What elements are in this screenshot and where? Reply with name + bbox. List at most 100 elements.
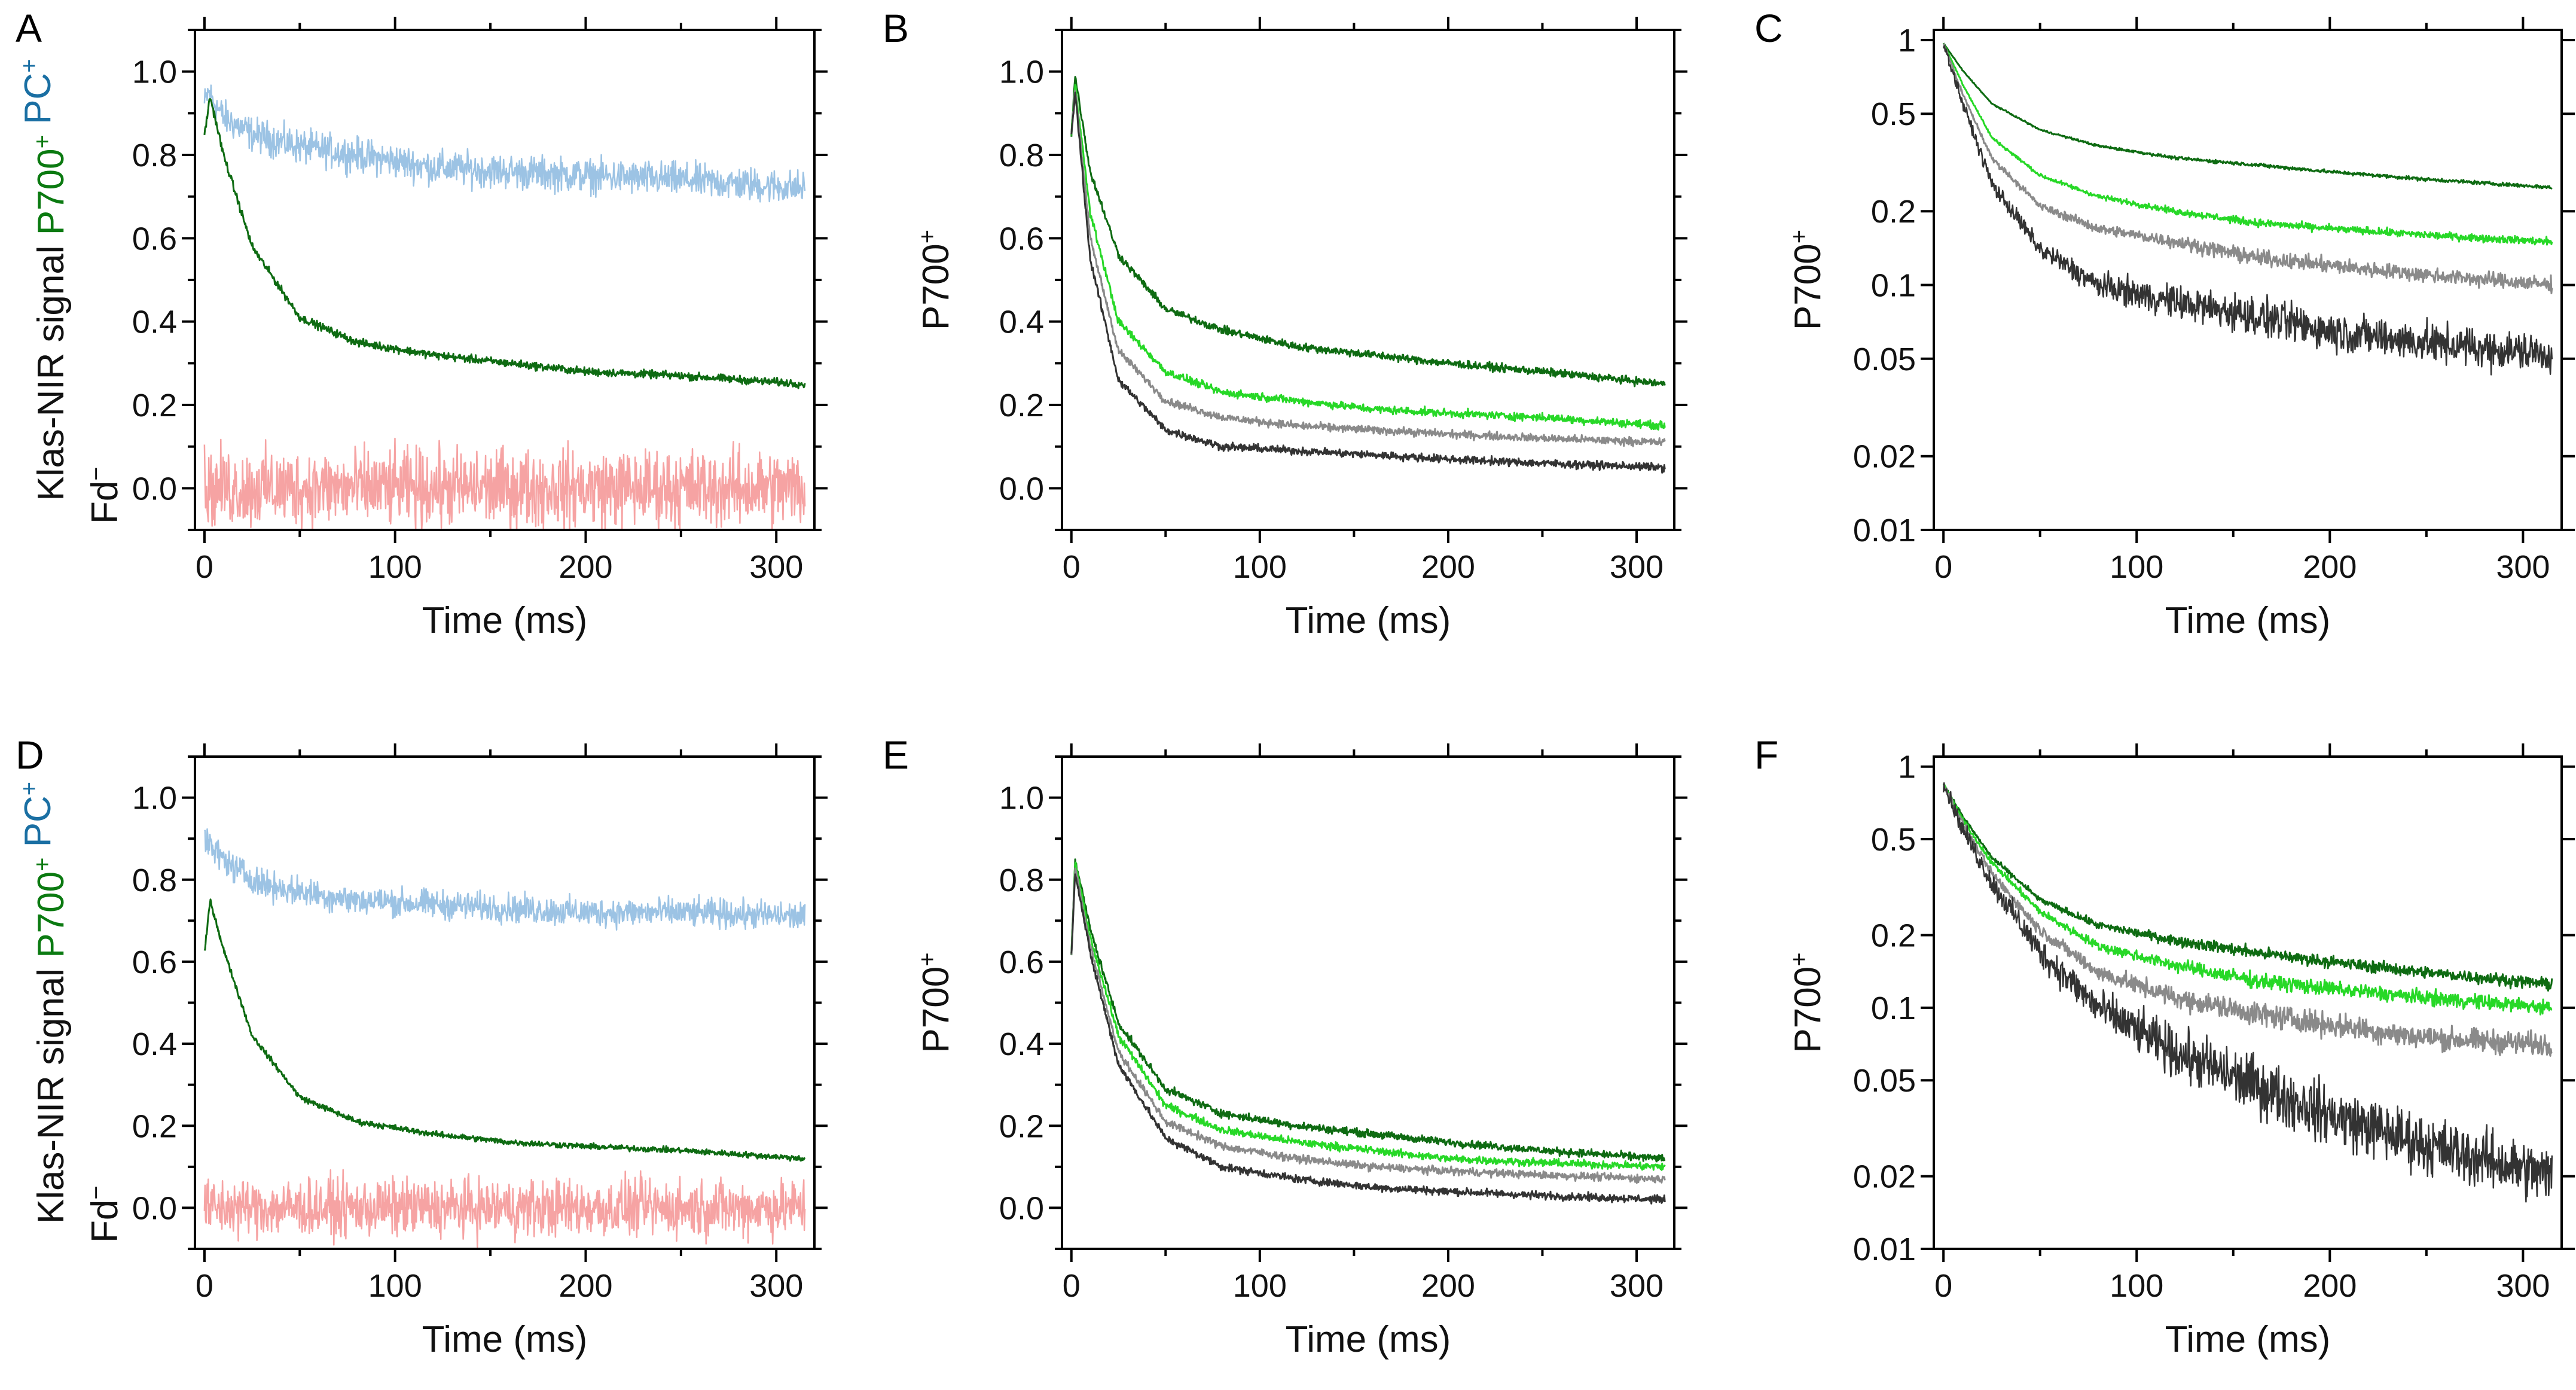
y-tick-label: 0.6 xyxy=(132,221,177,257)
y-tick-label: 0.8 xyxy=(999,862,1044,898)
series-light-green xyxy=(1942,784,2553,1016)
x-tick-label: 0 xyxy=(196,549,213,585)
y-tick-label: 0.4 xyxy=(132,1026,177,1062)
y-tick-label: 0.2 xyxy=(999,1108,1044,1144)
x-tick-label: 100 xyxy=(2110,1268,2163,1304)
fd-label-superscript: − xyxy=(83,1185,109,1199)
fd-label-text: Fd xyxy=(84,1200,126,1243)
y-tick-label: 0.02 xyxy=(1853,439,1916,475)
y-tick-label: 0.2 xyxy=(132,1108,177,1144)
y-tick-label: 0.2 xyxy=(1871,917,1916,953)
series-dark-grey xyxy=(1942,782,2553,1203)
series-pc- xyxy=(204,828,806,931)
y-tick-label: 1.0 xyxy=(999,781,1044,816)
x-tick-label: 200 xyxy=(2303,1268,2357,1304)
y-tick-label: 0.4 xyxy=(132,304,177,340)
panel-letter: B xyxy=(883,6,909,50)
y-tick-label: 1.0 xyxy=(132,781,177,816)
x-tick-label: 100 xyxy=(1233,1268,1287,1304)
x-axis-title: Time (ms) xyxy=(2165,600,2331,641)
y-axis-title: P700+ xyxy=(914,230,957,330)
y-axis-title-superscript: + xyxy=(29,858,56,871)
series-grey xyxy=(1943,43,2553,294)
series-dark-grey xyxy=(1070,873,1666,1205)
x-tick-label: 200 xyxy=(2303,549,2357,585)
x-tick-label: 100 xyxy=(1233,549,1287,585)
y-tick-label: 0.5 xyxy=(1871,96,1916,132)
y-tick-label: 0.4 xyxy=(999,1026,1044,1062)
y-tick-label: 0.8 xyxy=(132,862,177,898)
series-group xyxy=(203,828,806,1248)
y-tick-label: 0.2 xyxy=(1871,194,1916,230)
panel-letter: F xyxy=(1754,733,1778,777)
y-tick-label: 1.0 xyxy=(999,54,1044,90)
y-axis-title-superscript: + xyxy=(914,230,941,243)
series-group xyxy=(1942,782,2553,1203)
series-dark-grey xyxy=(1942,45,2553,376)
x-tick-label: 200 xyxy=(1421,1268,1475,1304)
y-axis-title: Klas-NIR signal P700+ PC+ xyxy=(16,59,72,501)
y-axis-title-superscript: + xyxy=(914,952,941,966)
panel-letter: E xyxy=(883,733,909,777)
x-tick-label: 0 xyxy=(1934,549,1952,585)
plot-frame xyxy=(1933,29,2563,531)
y-tick-label: 0.02 xyxy=(1853,1159,1916,1195)
x-tick-label: 300 xyxy=(2496,549,2550,585)
fd-label: Fd− xyxy=(83,1185,126,1243)
y-tick-label: 0.0 xyxy=(132,471,177,507)
panel-c: C 0 100 200 300 0.01 0.02 0.05 0.1 0.2 0.5 1 Time (m… xyxy=(1754,6,2575,641)
y-axis-title-part: Klas-NIR signal xyxy=(30,245,72,501)
y-tick-label: 0.2 xyxy=(999,388,1044,423)
y-axis-title-part: Klas-NIR signal xyxy=(30,968,72,1224)
y-tick-label: 0.2 xyxy=(132,388,177,423)
series-light-green xyxy=(1070,84,1666,431)
x-tick-label: 300 xyxy=(749,549,803,585)
y-axis-title-part: P700 xyxy=(915,967,957,1053)
y-tick-label: 0.8 xyxy=(132,138,177,173)
y-axis-title-superscript: + xyxy=(1786,952,1812,966)
panel-a: A 0 100 200 300 0.0 0.2 0.4 0.6 0.8 1.0 Time (ms) Kl… xyxy=(16,6,828,641)
series-dark-grey xyxy=(1070,92,1666,474)
x-tick-label: 300 xyxy=(1610,549,1664,585)
y-axis-title-superscript: + xyxy=(29,135,56,148)
y-tick-label: 0.8 xyxy=(999,138,1044,173)
y-axis-title: P700+ xyxy=(1786,230,1829,330)
series-grey xyxy=(1943,782,2553,1057)
y-tick-label: 0.0 xyxy=(999,471,1044,507)
y-tick-label: 0.0 xyxy=(132,1190,177,1226)
y-tick-label: 0.01 xyxy=(1853,1232,1916,1267)
y-axis-title: P700+ xyxy=(1786,952,1829,1053)
y-axis-title-superscript: + xyxy=(16,782,42,795)
x-tick-label: 100 xyxy=(368,549,422,585)
x-tick-label: 0 xyxy=(196,1268,213,1304)
panel-e: E 0 100 200 300 0.0 0.2 0.4 0.6 0.8 1.0 Time (ms) P7… xyxy=(883,733,1687,1360)
fd-label: Fd− xyxy=(83,467,126,524)
series-fd- xyxy=(203,1169,806,1248)
y-axis-title: P700+ xyxy=(914,952,957,1053)
panel-f: F 0 100 200 300 0.01 0.02 0.05 0.1 0.2 0.5 1 Time (m… xyxy=(1754,733,2575,1360)
series-grey xyxy=(1070,867,1666,1184)
y-axis-title: Klas-NIR signal P700+ PC+ xyxy=(16,782,72,1224)
plot-frame xyxy=(1933,755,2563,1250)
x-tick-label: 200 xyxy=(1421,549,1475,585)
y-tick-label: 0.5 xyxy=(1871,822,1916,858)
y-tick-label: 0.05 xyxy=(1853,1063,1916,1099)
x-tick-label: 300 xyxy=(749,1268,803,1304)
series-pc- xyxy=(203,84,806,203)
series-light-green xyxy=(1070,861,1666,1171)
y-tick-label: 0.0 xyxy=(999,1190,1044,1226)
y-tick-label: 1 xyxy=(1898,23,1916,59)
panel-d: D 0 100 200 300 0.0 0.2 0.4 0.6 0.8 1.0 Time (ms) Kl… xyxy=(16,733,828,1360)
series-fd- xyxy=(203,437,806,530)
panel-letter: C xyxy=(1754,6,1783,50)
panel-letter: D xyxy=(16,733,44,777)
series-p700- xyxy=(203,98,806,389)
y-tick-label: 1 xyxy=(1898,749,1916,785)
x-axis-title: Time (ms) xyxy=(1286,1319,1451,1360)
y-axis-title-part: P700 xyxy=(915,243,957,330)
y-axis-title-part: P700 xyxy=(1787,967,1829,1053)
y-tick-label: 0.4 xyxy=(999,304,1044,340)
fd-label-superscript: − xyxy=(83,467,109,480)
panel-b: B 0 100 200 300 0.0 0.2 0.4 0.6 0.8 1.0 Time (ms) P7… xyxy=(883,6,1687,641)
y-axis-title-part: P700 xyxy=(1787,243,1829,330)
